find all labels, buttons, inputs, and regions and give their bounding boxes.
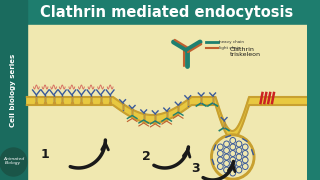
- Bar: [27, 25, 307, 180]
- Circle shape: [214, 137, 252, 177]
- Text: 2: 2: [142, 150, 150, 163]
- Text: 3: 3: [192, 162, 200, 175]
- Text: light chain: light chain: [219, 46, 241, 50]
- Text: 1: 1: [40, 148, 49, 161]
- Bar: [0, 0, 27, 180]
- Polygon shape: [27, 97, 307, 139]
- Text: Animated
Biology: Animated Biology: [3, 157, 24, 165]
- Text: heavy chain: heavy chain: [219, 40, 244, 44]
- Text: Cell biology series: Cell biology series: [11, 53, 16, 127]
- Circle shape: [0, 148, 27, 176]
- Circle shape: [211, 134, 255, 180]
- Text: Clathrin
triskeleon: Clathrin triskeleon: [230, 47, 261, 57]
- Text: Clathrin mediated endocytosis: Clathrin mediated endocytosis: [40, 5, 293, 20]
